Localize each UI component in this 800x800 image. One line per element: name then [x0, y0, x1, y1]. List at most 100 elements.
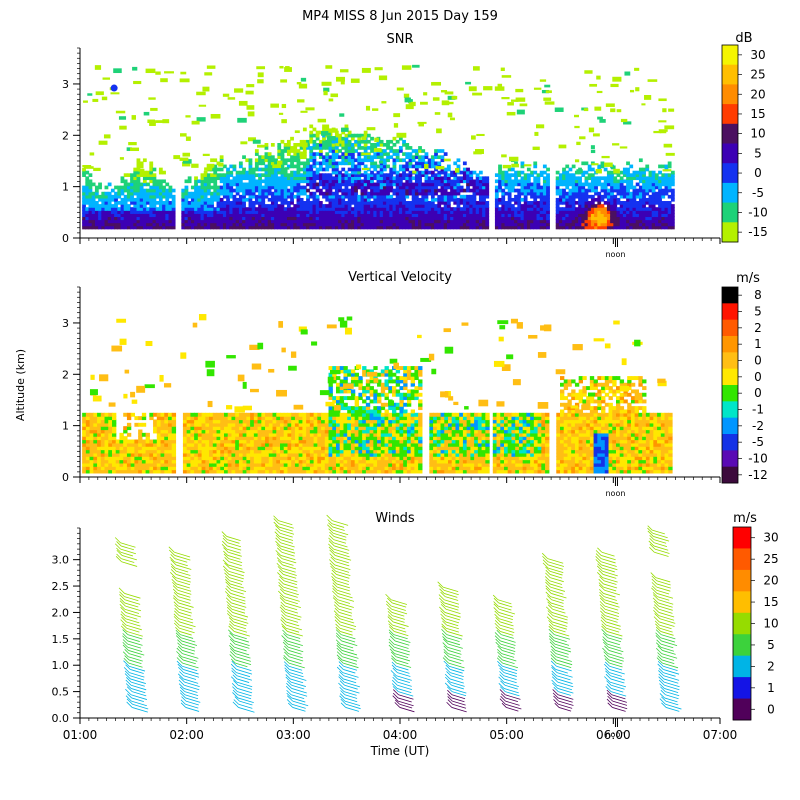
- snr-cell: [578, 197, 582, 202]
- snr-cell: [344, 176, 349, 181]
- snr-cell: [427, 191, 432, 196]
- snr-cell: [443, 210, 448, 214]
- snr-cell: [517, 207, 522, 211]
- vv-cell: [205, 419, 210, 424]
- snr-cell: [286, 225, 291, 230]
- snr-cell: [619, 204, 624, 208]
- snr-cell: [344, 194, 349, 199]
- snr-cell: [421, 158, 426, 163]
- snr-cell: [478, 216, 483, 221]
- snr-cell: [280, 216, 285, 221]
- snr-cell: [309, 194, 314, 199]
- snr-cell: [667, 194, 672, 199]
- snr-cell: [158, 204, 163, 208]
- snr-cell: [142, 173, 147, 177]
- snr-cell: [373, 210, 378, 214]
- vv-cell: [227, 432, 233, 437]
- snr-cell: [264, 143, 269, 147]
- snr-cell: [296, 207, 301, 211]
- snr-cell: [363, 143, 368, 147]
- snr-cell: [261, 204, 266, 208]
- snr-cell: [325, 161, 330, 166]
- vv-cell: [224, 416, 229, 421]
- snr-cell: [194, 179, 198, 184]
- vv-cell: [276, 456, 281, 461]
- snr-cell: [242, 155, 246, 160]
- snr-cell: [194, 225, 198, 230]
- vv-cell: [182, 446, 188, 451]
- snr-cell: [597, 216, 602, 221]
- snr-cell: [350, 136, 355, 141]
- snr-cell: [357, 182, 362, 187]
- snr-cell: [510, 210, 515, 214]
- snr-cell: [402, 213, 406, 218]
- snr-cell: [504, 201, 509, 205]
- snr-cell: [200, 210, 205, 214]
- snr-cell: [331, 207, 336, 211]
- vv-cell: [246, 412, 251, 417]
- snr-cell: [299, 222, 304, 227]
- snr-cell: [584, 161, 589, 166]
- snr-cell: [622, 222, 627, 227]
- snr-cell: [296, 210, 301, 214]
- vv-cell: [160, 462, 165, 467]
- snr-cell: [82, 167, 86, 172]
- vv-cell: [309, 436, 315, 441]
- snr-cell: [334, 210, 339, 214]
- snr-cell: [619, 219, 624, 224]
- vv-cell: [276, 446, 281, 451]
- snr-cell: [206, 204, 211, 208]
- snr-cell: [306, 167, 310, 172]
- vv-cell: [97, 439, 102, 444]
- vv-cell: [182, 449, 188, 454]
- vv-cell: [280, 459, 285, 464]
- snr-cell: [571, 185, 576, 190]
- snr-cell: [370, 188, 374, 193]
- snr-cell: [110, 92, 120, 95]
- snr-cell: [562, 176, 566, 181]
- vv-cell: [298, 422, 303, 427]
- snr-cell: [645, 164, 650, 169]
- snr-cell: [299, 219, 304, 224]
- snr-cell: [437, 222, 442, 227]
- snr-cell: [440, 219, 445, 224]
- snr-cell: [408, 182, 413, 187]
- snr-cell: [110, 194, 115, 199]
- vv-cell: [302, 439, 307, 444]
- snr-cell: [235, 173, 240, 177]
- vv-cell: [123, 449, 128, 454]
- snr-cell: [418, 185, 422, 190]
- snr-cell: [82, 165, 92, 168]
- snr-cell: [526, 176, 531, 181]
- snr-cell: [331, 197, 336, 202]
- snr-cell: [376, 204, 381, 208]
- snr-cell: [587, 222, 592, 227]
- snr-cell: [379, 182, 384, 187]
- snr-cell: [248, 182, 253, 187]
- snr-cell: [328, 197, 333, 202]
- snr-cell: [514, 170, 518, 175]
- snr-cell: [293, 194, 298, 199]
- snr-cell: [200, 204, 205, 208]
- snr-cell: [389, 155, 394, 160]
- snr-cell: [542, 164, 547, 169]
- snr-cell: [661, 173, 666, 177]
- snr-cell: [379, 179, 384, 184]
- snr-cell: [299, 197, 304, 202]
- snr-cell: [370, 191, 374, 196]
- snr-cell: [82, 197, 86, 202]
- snr-cell: [434, 225, 438, 230]
- snr-cell: [354, 173, 358, 177]
- snr-cell: [654, 197, 659, 202]
- snr-cell: [498, 207, 502, 211]
- vv-cell: [160, 429, 165, 434]
- snr-cell: [331, 185, 336, 190]
- snr-cell: [357, 167, 362, 172]
- vv-cell: [112, 462, 117, 467]
- snr-cell: [146, 188, 150, 193]
- snr-cell: [334, 201, 339, 205]
- snr-cell: [597, 219, 602, 224]
- snr-cell: [581, 161, 586, 166]
- snr-cell: [283, 161, 288, 166]
- snr-cell: [194, 185, 198, 190]
